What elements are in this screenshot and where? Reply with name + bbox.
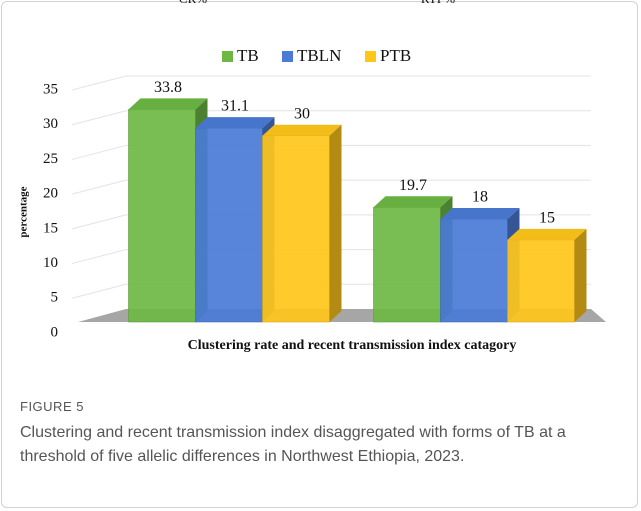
y-tick-label: 25	[43, 151, 58, 167]
bar-top	[440, 208, 520, 220]
y-axis-title: percentage	[18, 186, 30, 237]
grid-line	[71, 283, 127, 299]
legend-label: TB	[237, 46, 259, 65]
bar	[195, 127, 263, 323]
value-label: 30	[294, 105, 310, 122]
value-label: 33.8	[154, 79, 182, 96]
figure-label: FIGURE 5	[20, 399, 84, 414]
value-label: 15	[539, 210, 555, 227]
bar	[262, 135, 330, 323]
legend-swatch	[282, 51, 293, 62]
grid-line	[71, 144, 127, 160]
figure-caption: Clustering and recent transmission index…	[20, 424, 566, 465]
grid-line	[71, 249, 127, 265]
chart: percentage Clustering rate and recent tr…	[18, 0, 606, 353]
value-label: 18	[472, 189, 488, 206]
bar	[440, 218, 508, 323]
y-tick-label: 15	[43, 220, 58, 236]
x-axis-title: Clustering rate and recent transmission …	[188, 338, 517, 353]
bar-top	[128, 98, 208, 110]
y-tick-label: 5	[51, 290, 59, 306]
bar	[373, 206, 441, 323]
grid-line	[71, 75, 127, 91]
value-label: 31.1	[221, 98, 249, 115]
legend-swatch	[365, 51, 376, 62]
bar-top	[507, 228, 587, 240]
y-tick-label: 30	[43, 116, 58, 132]
legend-label: PTB	[380, 46, 411, 65]
legend-label: TBLN	[297, 46, 341, 65]
value-label: 19.7	[399, 177, 427, 194]
x-tick-label: CR%	[179, 0, 207, 6]
x-tick-label: RTI %	[421, 0, 455, 6]
bar-side	[329, 124, 342, 322]
bar	[507, 239, 575, 323]
y-tick-label: 10	[43, 255, 58, 271]
bar-side	[574, 228, 587, 322]
bar-top	[195, 117, 275, 129]
grid-line	[71, 179, 127, 195]
y-tick-label: 0	[51, 324, 59, 340]
bar-top	[262, 124, 342, 136]
y-tick-label: 35	[43, 81, 58, 97]
grid-line	[71, 110, 127, 126]
bar	[128, 109, 196, 323]
bar-top	[373, 196, 453, 208]
y-tick-label: 20	[43, 186, 58, 202]
legend-swatch	[222, 51, 233, 62]
grid-line	[71, 214, 127, 230]
